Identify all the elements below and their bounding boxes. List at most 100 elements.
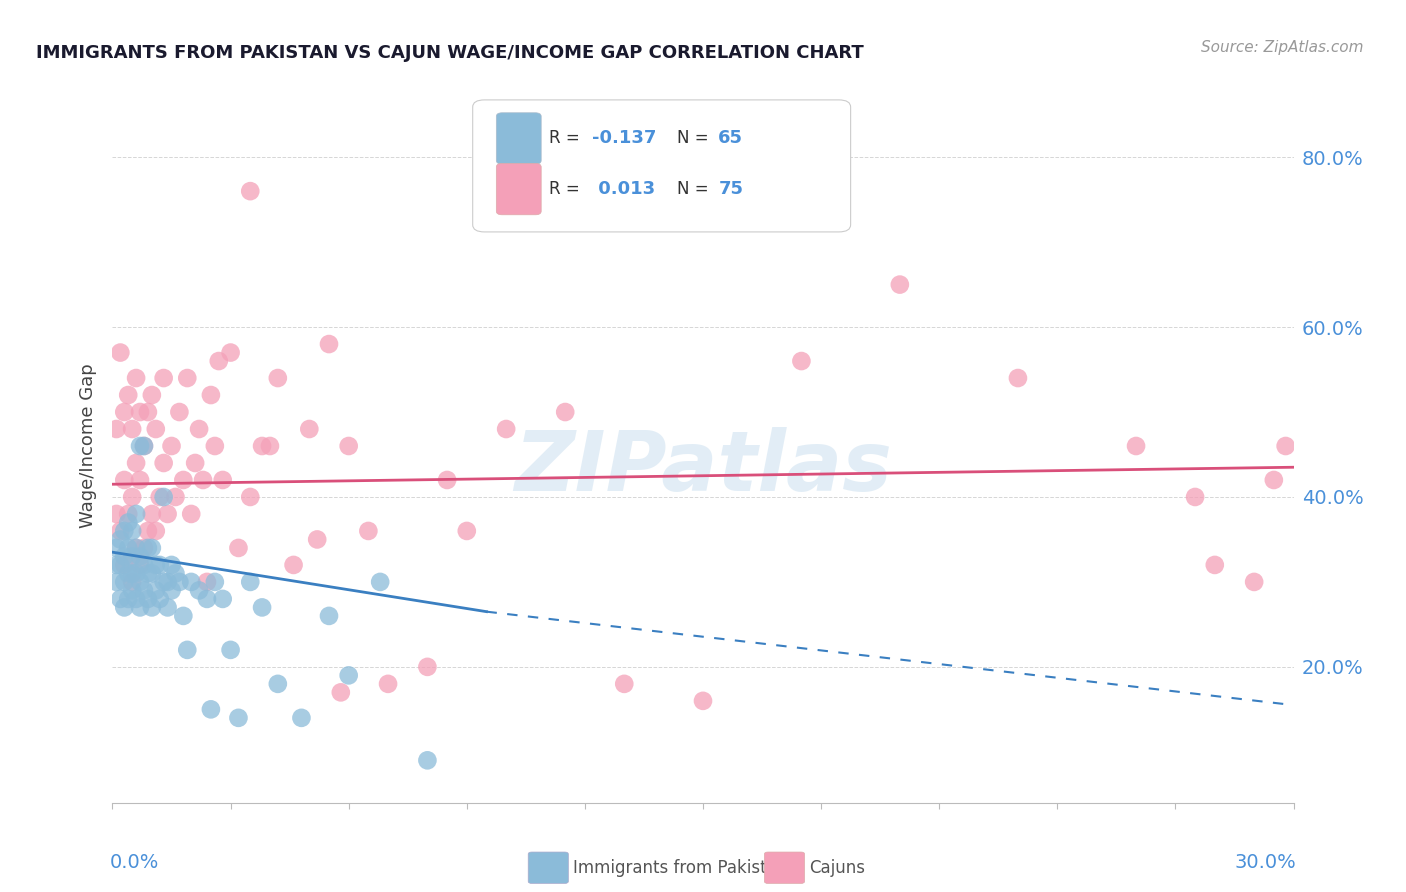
Point: [554, 405, 576, 419]
Text: 75: 75: [718, 180, 744, 198]
Point: [112, 549, 135, 564]
Point: [136, 566, 159, 581]
Point: [105, 507, 128, 521]
Point: [239, 574, 262, 589]
Point: [329, 685, 352, 699]
Point: [692, 694, 714, 708]
Point: [110, 533, 132, 547]
Point: [250, 600, 273, 615]
Point: [117, 566, 139, 581]
Point: [112, 405, 135, 419]
Point: [1184, 490, 1206, 504]
Point: [1007, 371, 1029, 385]
Point: [1204, 558, 1226, 572]
Point: [152, 371, 174, 385]
Point: [211, 591, 233, 606]
Point: [125, 371, 148, 385]
Point: [318, 608, 340, 623]
Point: [172, 608, 194, 623]
Point: [110, 558, 132, 572]
Point: [1125, 439, 1147, 453]
Y-axis label: Wage/Income Gap: Wage/Income Gap: [79, 364, 97, 528]
Point: [228, 711, 250, 725]
Point: [132, 439, 155, 453]
Point: [416, 660, 439, 674]
Point: [129, 558, 152, 572]
Point: [105, 541, 128, 555]
Point: [129, 473, 152, 487]
Point: [188, 583, 211, 598]
Point: [239, 490, 262, 504]
Point: [176, 371, 198, 385]
Point: [125, 541, 148, 555]
Point: [125, 507, 148, 521]
Point: [191, 473, 214, 487]
Point: [250, 439, 273, 453]
Point: [105, 574, 128, 589]
Point: [117, 541, 139, 555]
Point: [121, 583, 143, 598]
Point: [132, 541, 155, 555]
Point: [121, 524, 143, 538]
Point: [180, 507, 202, 521]
Point: [337, 439, 360, 453]
Point: [132, 558, 155, 572]
Point: [613, 677, 636, 691]
Point: [337, 668, 360, 682]
Point: [149, 591, 172, 606]
Point: [145, 583, 167, 598]
Point: [117, 591, 139, 606]
FancyBboxPatch shape: [529, 852, 568, 883]
Point: [169, 574, 191, 589]
Point: [889, 277, 911, 292]
Point: [141, 541, 163, 555]
Point: [165, 490, 187, 504]
Point: [184, 456, 207, 470]
Text: R =: R =: [550, 180, 585, 198]
Point: [1243, 574, 1265, 589]
Point: [228, 541, 250, 555]
Point: [239, 184, 262, 198]
Point: [156, 574, 179, 589]
Point: [125, 591, 148, 606]
Point: [129, 600, 152, 615]
Point: [125, 566, 148, 581]
Point: [149, 490, 172, 504]
Point: [125, 456, 148, 470]
Text: R =: R =: [550, 129, 585, 147]
Point: [298, 422, 321, 436]
Point: [145, 422, 167, 436]
Point: [132, 439, 155, 453]
Point: [377, 677, 399, 691]
FancyBboxPatch shape: [765, 852, 804, 883]
Point: [200, 388, 222, 402]
Point: [149, 558, 172, 572]
Point: [165, 566, 187, 581]
Point: [180, 574, 202, 589]
Point: [152, 490, 174, 504]
Point: [110, 591, 132, 606]
Point: [456, 524, 478, 538]
Point: [208, 354, 231, 368]
Point: [416, 753, 439, 767]
Point: [136, 405, 159, 419]
Point: [436, 473, 458, 487]
Point: [145, 558, 167, 572]
Point: [160, 439, 183, 453]
Point: [141, 600, 163, 615]
Point: [267, 677, 290, 691]
Point: [219, 643, 242, 657]
Text: Immigrants from Pakistan: Immigrants from Pakistan: [574, 859, 787, 877]
Point: [136, 541, 159, 555]
Point: [307, 533, 329, 547]
Text: Cajuns: Cajuns: [810, 859, 865, 877]
Point: [495, 422, 517, 436]
Point: [129, 549, 152, 564]
Point: [283, 558, 305, 572]
Text: 0.0%: 0.0%: [110, 853, 159, 871]
Point: [110, 524, 132, 538]
Text: Source: ZipAtlas.com: Source: ZipAtlas.com: [1201, 40, 1364, 55]
Point: [110, 345, 132, 359]
Point: [156, 507, 179, 521]
Point: [318, 337, 340, 351]
